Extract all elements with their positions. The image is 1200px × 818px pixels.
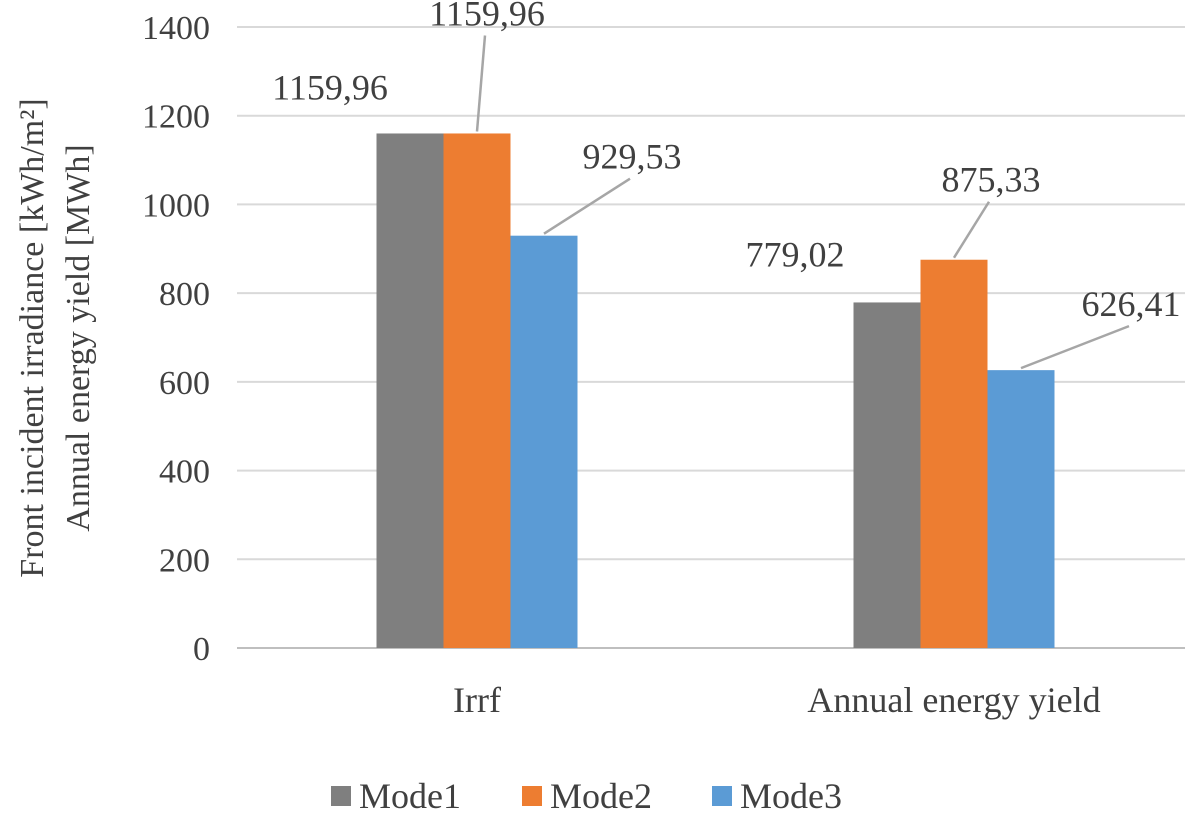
data-label: 626,41	[1082, 284, 1181, 324]
data-label: 1159,96	[272, 67, 388, 107]
y-tick-label: 600	[159, 365, 210, 402]
y-tick-label: 200	[159, 542, 210, 579]
bar-mode1-2	[853, 302, 921, 648]
bar-mode1-1	[376, 133, 444, 649]
leader-line	[1020, 324, 1130, 370]
bars	[376, 133, 1055, 649]
leader-line	[475, 35, 487, 132]
leader-line	[543, 177, 631, 235]
legend-swatch-mode1	[331, 786, 351, 806]
bar-mode2-2	[920, 259, 988, 648]
y-tick-label: 1200	[142, 99, 210, 136]
leader-line	[952, 201, 991, 259]
y-axis-ticks: 0 200 400 600 800 1000 1200 1400	[142, 10, 210, 668]
y-tick-label: 1000	[142, 187, 210, 224]
bar-mode2-1	[443, 133, 511, 649]
data-label: 1159,96	[429, 0, 545, 33]
y-axis-label-line-2: Annual energy yield [MWh]	[60, 144, 97, 531]
legend-swatch-mode3	[712, 786, 732, 806]
legend-label-mode1: Mode1	[359, 776, 461, 816]
legend: Mode1 Mode2 Mode3	[331, 776, 842, 816]
data-label-leaders	[475, 35, 1130, 370]
legend-label-mode3: Mode3	[740, 776, 842, 816]
y-tick-label: 400	[159, 454, 210, 491]
x-category-label: Annual energy yield	[807, 680, 1100, 720]
y-axis-label-line-1: Front incident irradiance [kWh/m²]	[14, 98, 51, 577]
data-label: 875,33	[942, 160, 1041, 200]
data-label: 779,02	[746, 234, 845, 274]
x-axis-categories: Irrf Annual energy yield	[453, 680, 1101, 720]
legend-label-mode2: Mode2	[550, 776, 652, 816]
legend-swatch-mode2	[522, 786, 542, 806]
bar-mode3-2	[987, 370, 1055, 648]
y-tick-label: 1400	[142, 10, 210, 47]
data-label: 929,53	[583, 137, 682, 177]
y-axis-label: Front incident irradiance [kWh/m²] Annua…	[14, 98, 97, 577]
bar-mode3-1	[510, 235, 578, 648]
y-tick-label: 0	[193, 631, 210, 668]
data-labels: 1159,96 779,02 1159,96 875,33 929,53 626,41	[272, 0, 1180, 324]
x-category-label: Irrf	[453, 680, 501, 720]
y-tick-label: 800	[159, 276, 210, 313]
